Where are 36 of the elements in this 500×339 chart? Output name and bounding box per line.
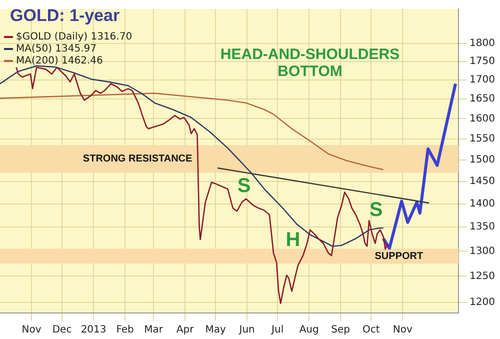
x-tick-label: Oct <box>362 324 380 336</box>
band-label: SUPPORT <box>374 250 424 262</box>
legend-label: $GOLD (Daily) 1316.70 <box>16 32 132 43</box>
chart-title: GOLD: 1-year <box>10 6 120 26</box>
y-tick-label: 1750 <box>470 56 496 68</box>
annotation: H <box>284 229 302 251</box>
legend-label: MA(50) 1345.97 <box>16 44 97 55</box>
y-tick-label: 1650 <box>470 94 496 105</box>
y-tick-label: 1400 <box>470 198 496 210</box>
y-tick-label: 1800 <box>470 38 496 50</box>
x-tick-label: Apr <box>176 324 195 336</box>
y-tick-label: 1700 <box>470 74 496 86</box>
x-tick-label: Mar <box>144 324 164 336</box>
x-tick-label: Jul <box>270 324 284 336</box>
y-tick-label: 1250 <box>470 270 496 282</box>
y-tick-label: 1550 <box>470 134 496 145</box>
legend-label: MA(200) 1462.46 <box>16 56 103 67</box>
annotation: S <box>368 199 384 221</box>
y-tick-label: 1500 <box>470 154 496 166</box>
y-tick-label: 1600 <box>470 113 496 124</box>
annotation: S <box>236 175 252 197</box>
x-tick-label: 2013 <box>80 324 106 336</box>
x-tick-label: Dec <box>52 324 72 336</box>
x-tick-label: May <box>205 324 226 336</box>
annotation: HEAD-AND-SHOULDERS BOTTOM <box>219 46 401 80</box>
band-label: STRONG RESISTANCE <box>82 154 193 165</box>
x-tick-label: Nov <box>392 324 412 336</box>
x-tick-label: Sep <box>331 324 350 336</box>
x-tick-label: Feb <box>116 324 134 336</box>
y-tick-label: 1300 <box>470 246 496 257</box>
x-tick-label: Aug <box>299 324 319 336</box>
x-tick-label: Nov <box>22 324 42 336</box>
y-tick-label: 1350 <box>470 222 496 233</box>
x-tick-label: Jun <box>238 324 255 336</box>
y-tick-label: 1450 <box>470 176 496 188</box>
y-tick-label: 1200 <box>470 296 496 308</box>
